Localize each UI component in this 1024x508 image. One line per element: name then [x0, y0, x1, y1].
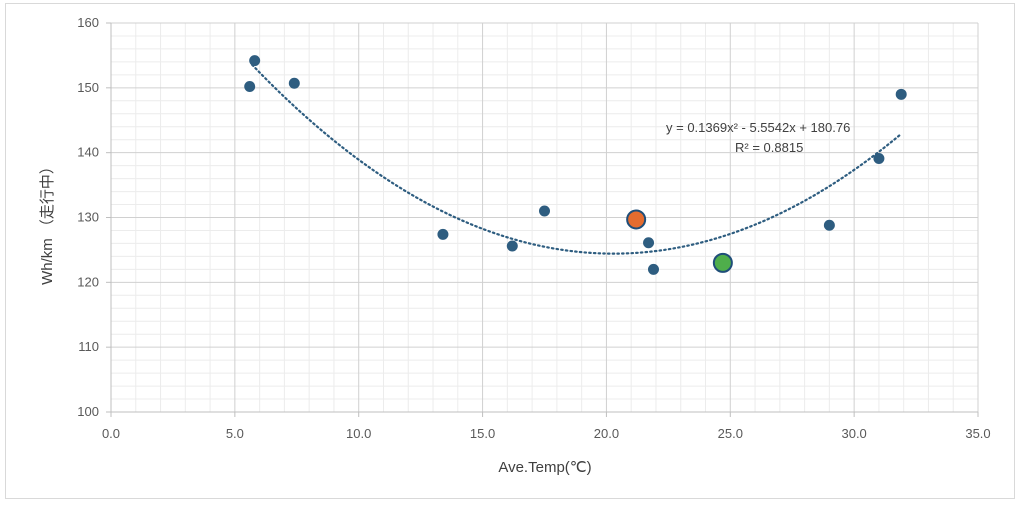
x-tick-label: 10.0 [346, 426, 371, 441]
x-tick-label: 25.0 [718, 426, 743, 441]
data-points [244, 55, 907, 275]
data-point [244, 81, 256, 93]
y-axis-title: Wh/km （走行中） [39, 159, 56, 285]
trendline-curve [251, 63, 903, 255]
data-point [288, 77, 300, 89]
data-point [506, 240, 518, 252]
y-axis-tick-labels: 100 110 120 130 140 150 160 [77, 15, 99, 419]
x-tick-label: 20.0 [594, 426, 619, 441]
x-tick-label: 30.0 [841, 426, 866, 441]
y-tick-label: 100 [77, 404, 99, 419]
y-tick-label: 110 [78, 339, 99, 354]
highlight-point-orange [626, 209, 647, 230]
axes [106, 22, 979, 417]
data-point [643, 237, 655, 249]
y-tick-label: 130 [77, 210, 99, 225]
y-tick-label: 120 [77, 274, 99, 289]
y-tick-label: 150 [77, 80, 99, 95]
major-gridlines [111, 22, 979, 412]
x-axis-title: Ave.Temp(℃) [498, 459, 591, 476]
y-tick-label: 140 [77, 145, 99, 160]
data-point [539, 205, 550, 217]
chart-frame: 0.0 5.0 10.0 15.0 20.0 25.0 30.0 35.0 100 110 120… [5, 3, 1015, 499]
trendline [251, 63, 903, 255]
data-point [437, 228, 449, 240]
highlight-point-green [712, 252, 733, 273]
y-tick-label: 160 [77, 15, 99, 30]
x-axis-tick-labels: 0.0 5.0 10.0 15.0 20.0 25.0 30.0 35.0 [102, 426, 991, 441]
trendline-r-squared: R² = 0.8815 [735, 140, 803, 155]
data-point [647, 263, 659, 275]
x-tick-label: 0.0 [102, 426, 120, 441]
x-tick-label: 35.0 [965, 426, 990, 441]
data-point [873, 153, 885, 165]
data-point [249, 55, 261, 67]
data-point [895, 88, 907, 100]
data-point [823, 219, 835, 231]
scatter-chart: 0.0 5.0 10.0 15.0 20.0 25.0 30.0 35.0 100 110 120… [39, 15, 991, 476]
x-tick-label: 5.0 [226, 426, 244, 441]
trendline-equation: y = 0.1369x² - 5.5542x + 180.76 [666, 120, 850, 135]
x-tick-label: 15.0 [470, 426, 495, 441]
